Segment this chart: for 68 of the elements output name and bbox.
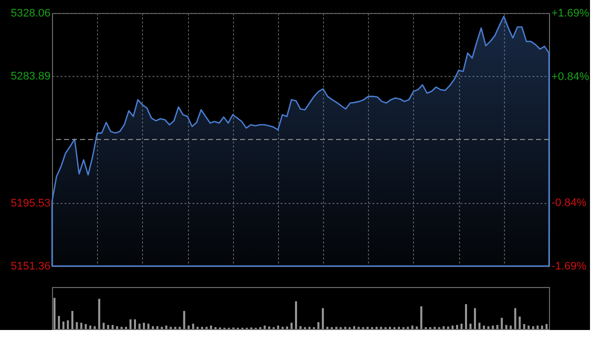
bar	[300, 326, 302, 329]
bar	[460, 324, 463, 329]
bar	[62, 322, 64, 329]
bar	[487, 326, 490, 329]
bar	[469, 324, 472, 329]
bar	[116, 326, 118, 329]
bar	[102, 322, 105, 329]
bar	[317, 322, 320, 329]
bar	[523, 324, 526, 329]
bar	[496, 324, 498, 329]
bar	[456, 324, 458, 329]
bar	[138, 324, 140, 329]
bar	[492, 326, 494, 329]
bar	[80, 322, 82, 329]
bar	[152, 326, 154, 329]
y2-tick-label: +0.84%	[552, 71, 590, 84]
bar	[134, 319, 136, 329]
bar	[210, 326, 212, 329]
bar	[84, 324, 87, 329]
bar	[420, 306, 422, 329]
bar	[546, 324, 548, 329]
bar	[474, 308, 476, 329]
bar	[277, 326, 280, 329]
bar	[147, 324, 150, 329]
y2-tick-label: -1.69%	[552, 260, 587, 272]
bar	[71, 310, 74, 329]
bar	[322, 308, 324, 329]
bar	[130, 319, 132, 329]
y-tick-label: 5328.06	[10, 8, 50, 20]
bar	[510, 326, 512, 329]
bar	[518, 316, 521, 329]
bar	[66, 320, 69, 329]
bar	[58, 316, 60, 329]
bar	[165, 326, 168, 329]
bar	[295, 301, 298, 329]
bar	[290, 322, 293, 329]
bar	[532, 326, 534, 329]
bar	[112, 324, 114, 329]
bar	[465, 304, 468, 329]
bar	[98, 298, 100, 329]
bar	[452, 326, 454, 329]
bar	[192, 324, 194, 329]
bar	[89, 326, 92, 329]
y-tick-label: 5195.53	[10, 197, 50, 210]
bar	[107, 324, 110, 329]
bar	[442, 326, 445, 329]
bar	[500, 318, 503, 329]
y-tick-label: 5283.89	[10, 70, 50, 83]
bar	[514, 308, 516, 329]
bar	[76, 322, 78, 329]
y2-tick-label: -0.84%	[552, 196, 587, 209]
bar	[541, 326, 544, 329]
bar	[142, 322, 145, 329]
bar	[353, 326, 356, 329]
bar	[478, 322, 480, 329]
bar	[264, 326, 266, 329]
y2-tick-label: +1.69%	[552, 8, 590, 20]
bar	[53, 298, 56, 329]
bar	[482, 326, 485, 329]
bar	[536, 326, 539, 329]
bar	[188, 326, 190, 329]
bar	[183, 310, 186, 329]
bar	[156, 326, 158, 329]
bar	[528, 326, 530, 329]
bar	[411, 326, 414, 329]
bar	[505, 324, 508, 329]
y-tick-label: 5151.36	[10, 260, 50, 272]
bar	[94, 326, 96, 329]
